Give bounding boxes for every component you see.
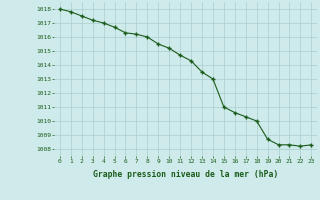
X-axis label: Graphe pression niveau de la mer (hPa): Graphe pression niveau de la mer (hPa) xyxy=(93,170,278,179)
